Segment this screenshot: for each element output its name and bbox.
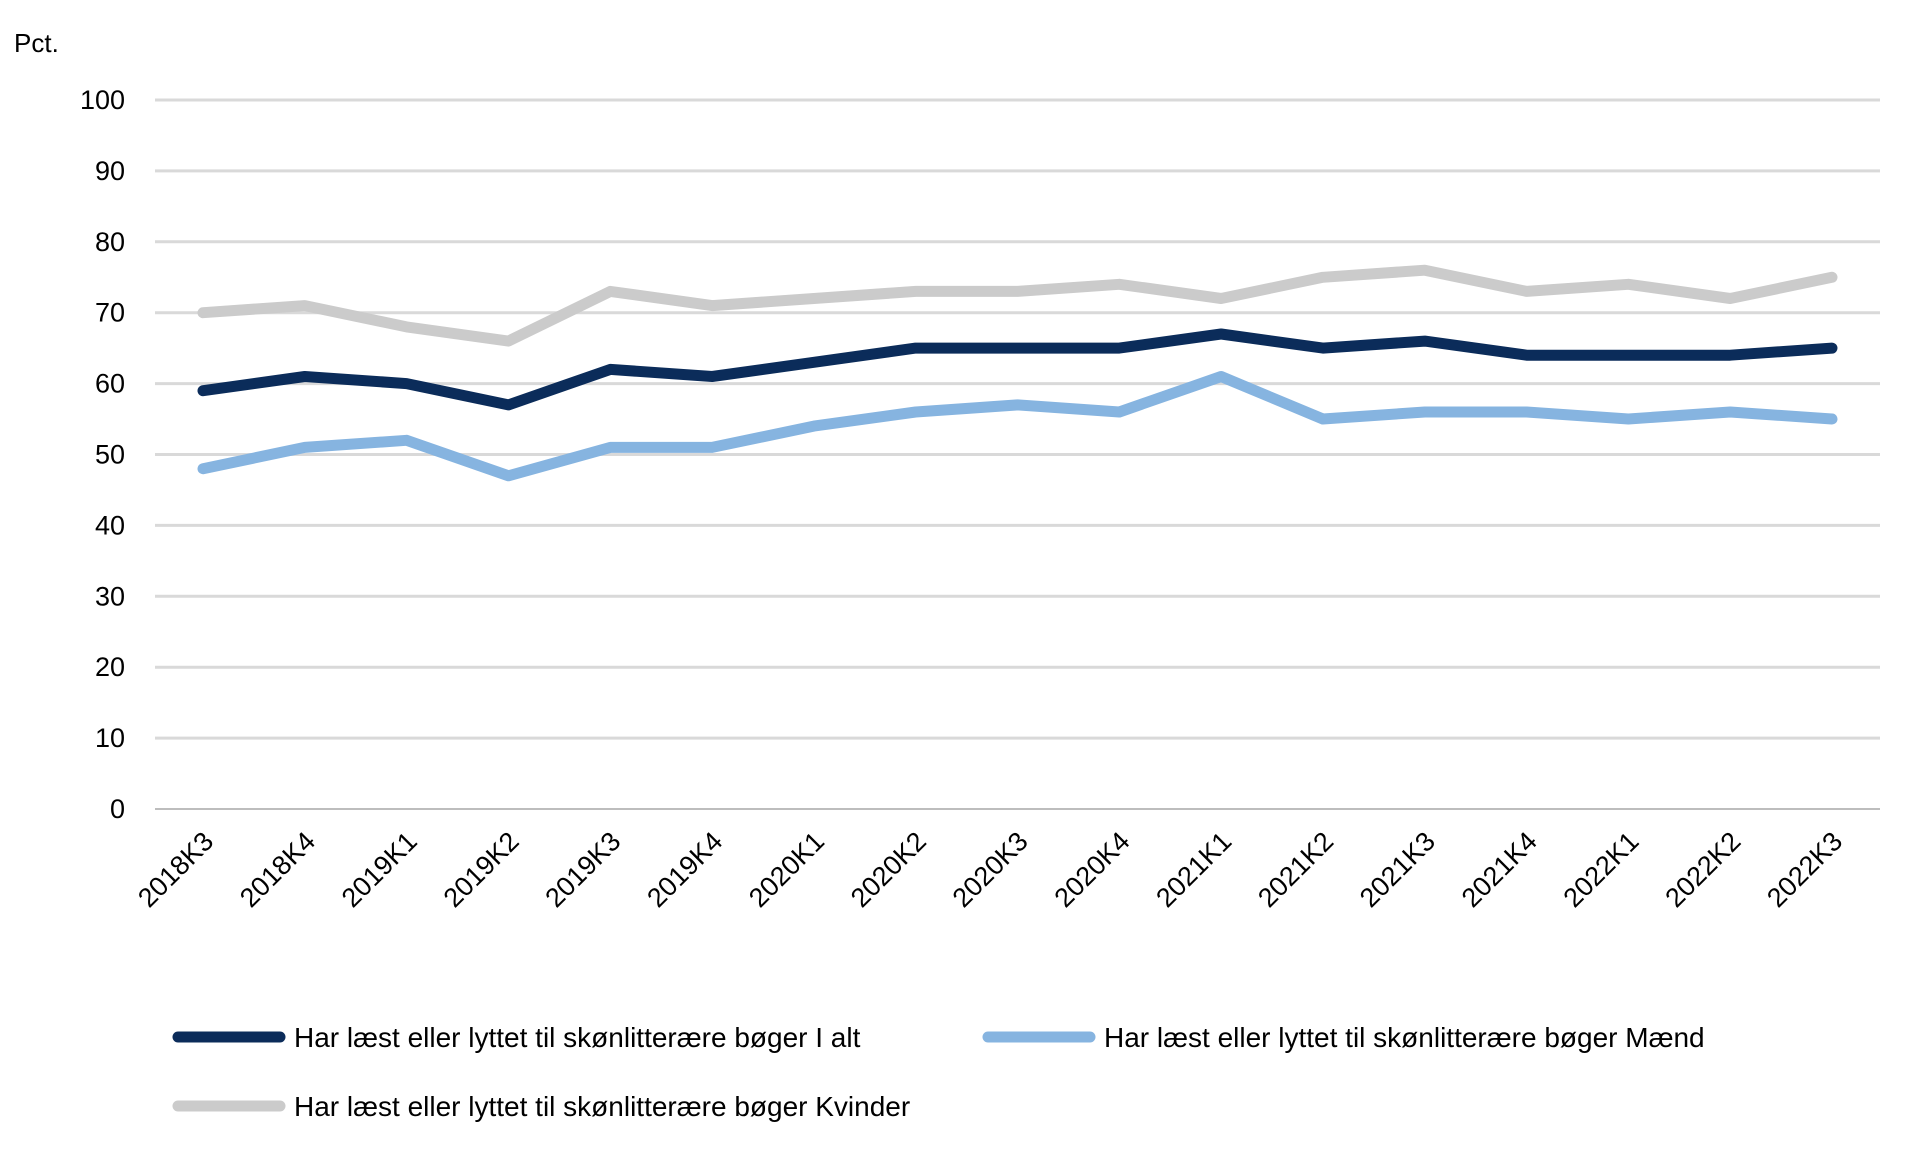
y-tick-label: 80	[95, 227, 125, 257]
series-lines	[197, 264, 1838, 482]
x-tick-label: 2018K4	[234, 826, 321, 913]
legend-label: Har læst eller lyttet til skønlitterære …	[1104, 1022, 1705, 1053]
y-tick-label: 40	[95, 510, 125, 540]
x-tick-label: 2022K3	[1761, 826, 1848, 913]
y-tick-label: 30	[95, 581, 125, 611]
y-tick-label: 70	[95, 298, 125, 328]
x-tick-label: 2022K2	[1659, 826, 1746, 913]
series-line-2	[197, 264, 1838, 347]
x-tick-label: 2022K1	[1558, 826, 1645, 913]
x-tick-label: 2020K2	[845, 826, 932, 913]
x-tick-label: 2019K3	[539, 826, 626, 913]
y-tick-label: 10	[95, 723, 125, 753]
series-line-0	[197, 328, 1838, 411]
legend-label: Har læst eller lyttet til skønlitterære …	[294, 1022, 861, 1053]
x-tick-label: 2019K2	[438, 826, 525, 913]
x-tick-label: 2020K4	[1049, 826, 1136, 913]
legend: Har læst eller lyttet til skønlitterære …	[172, 1022, 1705, 1122]
x-tick-label: 2020K1	[743, 826, 830, 913]
x-tick-label: 2019K1	[336, 826, 423, 913]
y-axis-unit-label: Pct.	[14, 28, 59, 58]
y-axis-ticks: 0 10 20 30 40 50 60 70 80 90 100	[80, 85, 125, 824]
legend-label: Har læst eller lyttet til skønlitterære …	[294, 1091, 910, 1122]
y-tick-label: 90	[95, 156, 125, 186]
y-tick-label: 50	[95, 440, 125, 470]
x-tick-label: 2021K3	[1354, 826, 1441, 913]
x-tick-label: 2021K4	[1456, 826, 1543, 913]
x-tick-label: 2019K4	[641, 826, 728, 913]
x-tick-label: 2018K3	[132, 826, 219, 913]
x-tick-label: 2021K2	[1252, 826, 1339, 913]
gridlines	[155, 98, 1880, 810]
x-tick-label: 2021K1	[1150, 826, 1237, 913]
series-line-1	[197, 371, 1838, 482]
x-tick-label: 2020K3	[947, 826, 1034, 913]
x-axis-ticks: 2018K3 2018K4 2019K1 2019K2 2019K3 2019K4 2020…	[132, 826, 1848, 913]
y-tick-label: 0	[110, 794, 125, 824]
y-tick-label: 60	[95, 369, 125, 399]
y-tick-label: 20	[95, 652, 125, 682]
y-tick-label: 100	[80, 85, 125, 115]
